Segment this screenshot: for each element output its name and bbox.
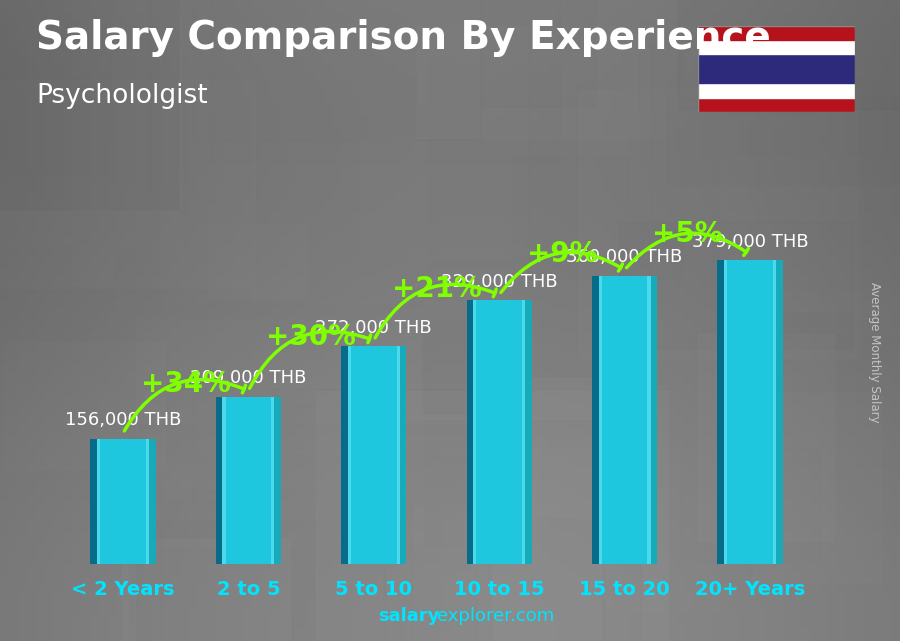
Bar <box>651 276 657 564</box>
Bar <box>651 140 900 333</box>
Text: Average Monthly Salary: Average Monthly Salary <box>868 282 881 423</box>
Bar <box>717 260 724 564</box>
Bar <box>0 351 280 498</box>
Bar <box>482 0 595 107</box>
Bar <box>137 424 477 641</box>
Bar <box>0 0 111 175</box>
Bar <box>0 247 264 366</box>
Bar <box>526 301 532 564</box>
Bar <box>698 26 855 40</box>
Bar <box>0 0 178 208</box>
Bar <box>341 346 347 564</box>
Bar <box>209 226 307 299</box>
Bar <box>639 21 814 113</box>
Bar <box>753 393 882 582</box>
Bar <box>129 521 383 641</box>
Bar <box>698 335 834 541</box>
Bar <box>592 276 598 564</box>
Text: 272,000 THB: 272,000 THB <box>316 319 432 337</box>
Bar <box>115 251 450 379</box>
Bar <box>698 40 855 54</box>
Bar <box>651 44 900 288</box>
Bar <box>466 301 473 564</box>
Text: 379,000 THB: 379,000 THB <box>692 233 808 251</box>
Bar <box>680 449 819 560</box>
Bar <box>776 260 783 564</box>
Bar <box>193 389 507 545</box>
Bar <box>466 301 532 564</box>
Bar <box>400 346 407 564</box>
Text: +9%: +9% <box>526 240 597 268</box>
Text: Psychololgist: Psychololgist <box>36 83 208 110</box>
Bar <box>0 228 173 296</box>
Bar <box>720 158 900 312</box>
Bar <box>592 276 657 564</box>
Bar <box>717 260 783 564</box>
Bar <box>4 342 165 469</box>
Bar <box>727 260 773 564</box>
Text: +30%: +30% <box>266 323 356 351</box>
Bar <box>690 0 782 187</box>
Bar <box>90 439 97 564</box>
Bar <box>211 0 561 163</box>
Bar <box>149 439 156 564</box>
Bar <box>215 544 461 617</box>
Bar <box>0 79 256 288</box>
Text: 329,000 THB: 329,000 THB <box>441 273 557 291</box>
Text: Salary Comparison By Experience: Salary Comparison By Experience <box>36 19 770 57</box>
Bar <box>476 301 522 564</box>
Text: 156,000 THB: 156,000 THB <box>65 412 181 429</box>
Bar <box>417 26 724 138</box>
Bar <box>527 28 682 278</box>
Bar <box>161 454 484 641</box>
Bar <box>579 90 859 358</box>
Bar <box>493 378 600 641</box>
Bar <box>443 447 719 611</box>
Bar <box>216 397 281 564</box>
Bar <box>361 137 627 258</box>
Text: +5%: +5% <box>652 220 723 248</box>
Bar <box>137 319 423 546</box>
Text: salary: salary <box>378 607 439 625</box>
Bar <box>487 518 605 641</box>
Bar <box>261 404 517 504</box>
Bar <box>0 0 146 244</box>
Bar <box>678 0 900 109</box>
Text: 209,000 THB: 209,000 THB <box>190 369 307 387</box>
Text: +34%: +34% <box>140 370 230 397</box>
Bar <box>698 54 855 83</box>
Bar <box>698 98 855 112</box>
Bar <box>338 40 482 236</box>
Bar <box>619 222 852 348</box>
Bar <box>226 397 271 564</box>
Bar <box>137 490 411 641</box>
Bar <box>351 346 397 564</box>
Bar <box>602 276 647 564</box>
Bar <box>316 391 668 641</box>
Bar <box>160 22 426 303</box>
Bar <box>90 439 156 564</box>
Bar <box>100 439 146 564</box>
Bar <box>385 420 641 641</box>
Bar <box>122 539 290 641</box>
Text: explorer.com: explorer.com <box>436 607 554 625</box>
Bar <box>667 98 900 184</box>
Bar <box>341 346 407 564</box>
Bar <box>698 83 855 98</box>
Text: +21%: +21% <box>392 275 482 303</box>
Bar <box>152 0 502 83</box>
Bar <box>93 143 258 213</box>
Bar <box>274 397 281 564</box>
Bar <box>513 158 627 437</box>
Bar <box>216 397 222 564</box>
Bar <box>194 0 481 140</box>
Bar <box>566 0 890 271</box>
Bar <box>422 321 519 413</box>
Text: 360,000 THB: 360,000 THB <box>566 248 683 266</box>
Bar <box>72 0 182 285</box>
